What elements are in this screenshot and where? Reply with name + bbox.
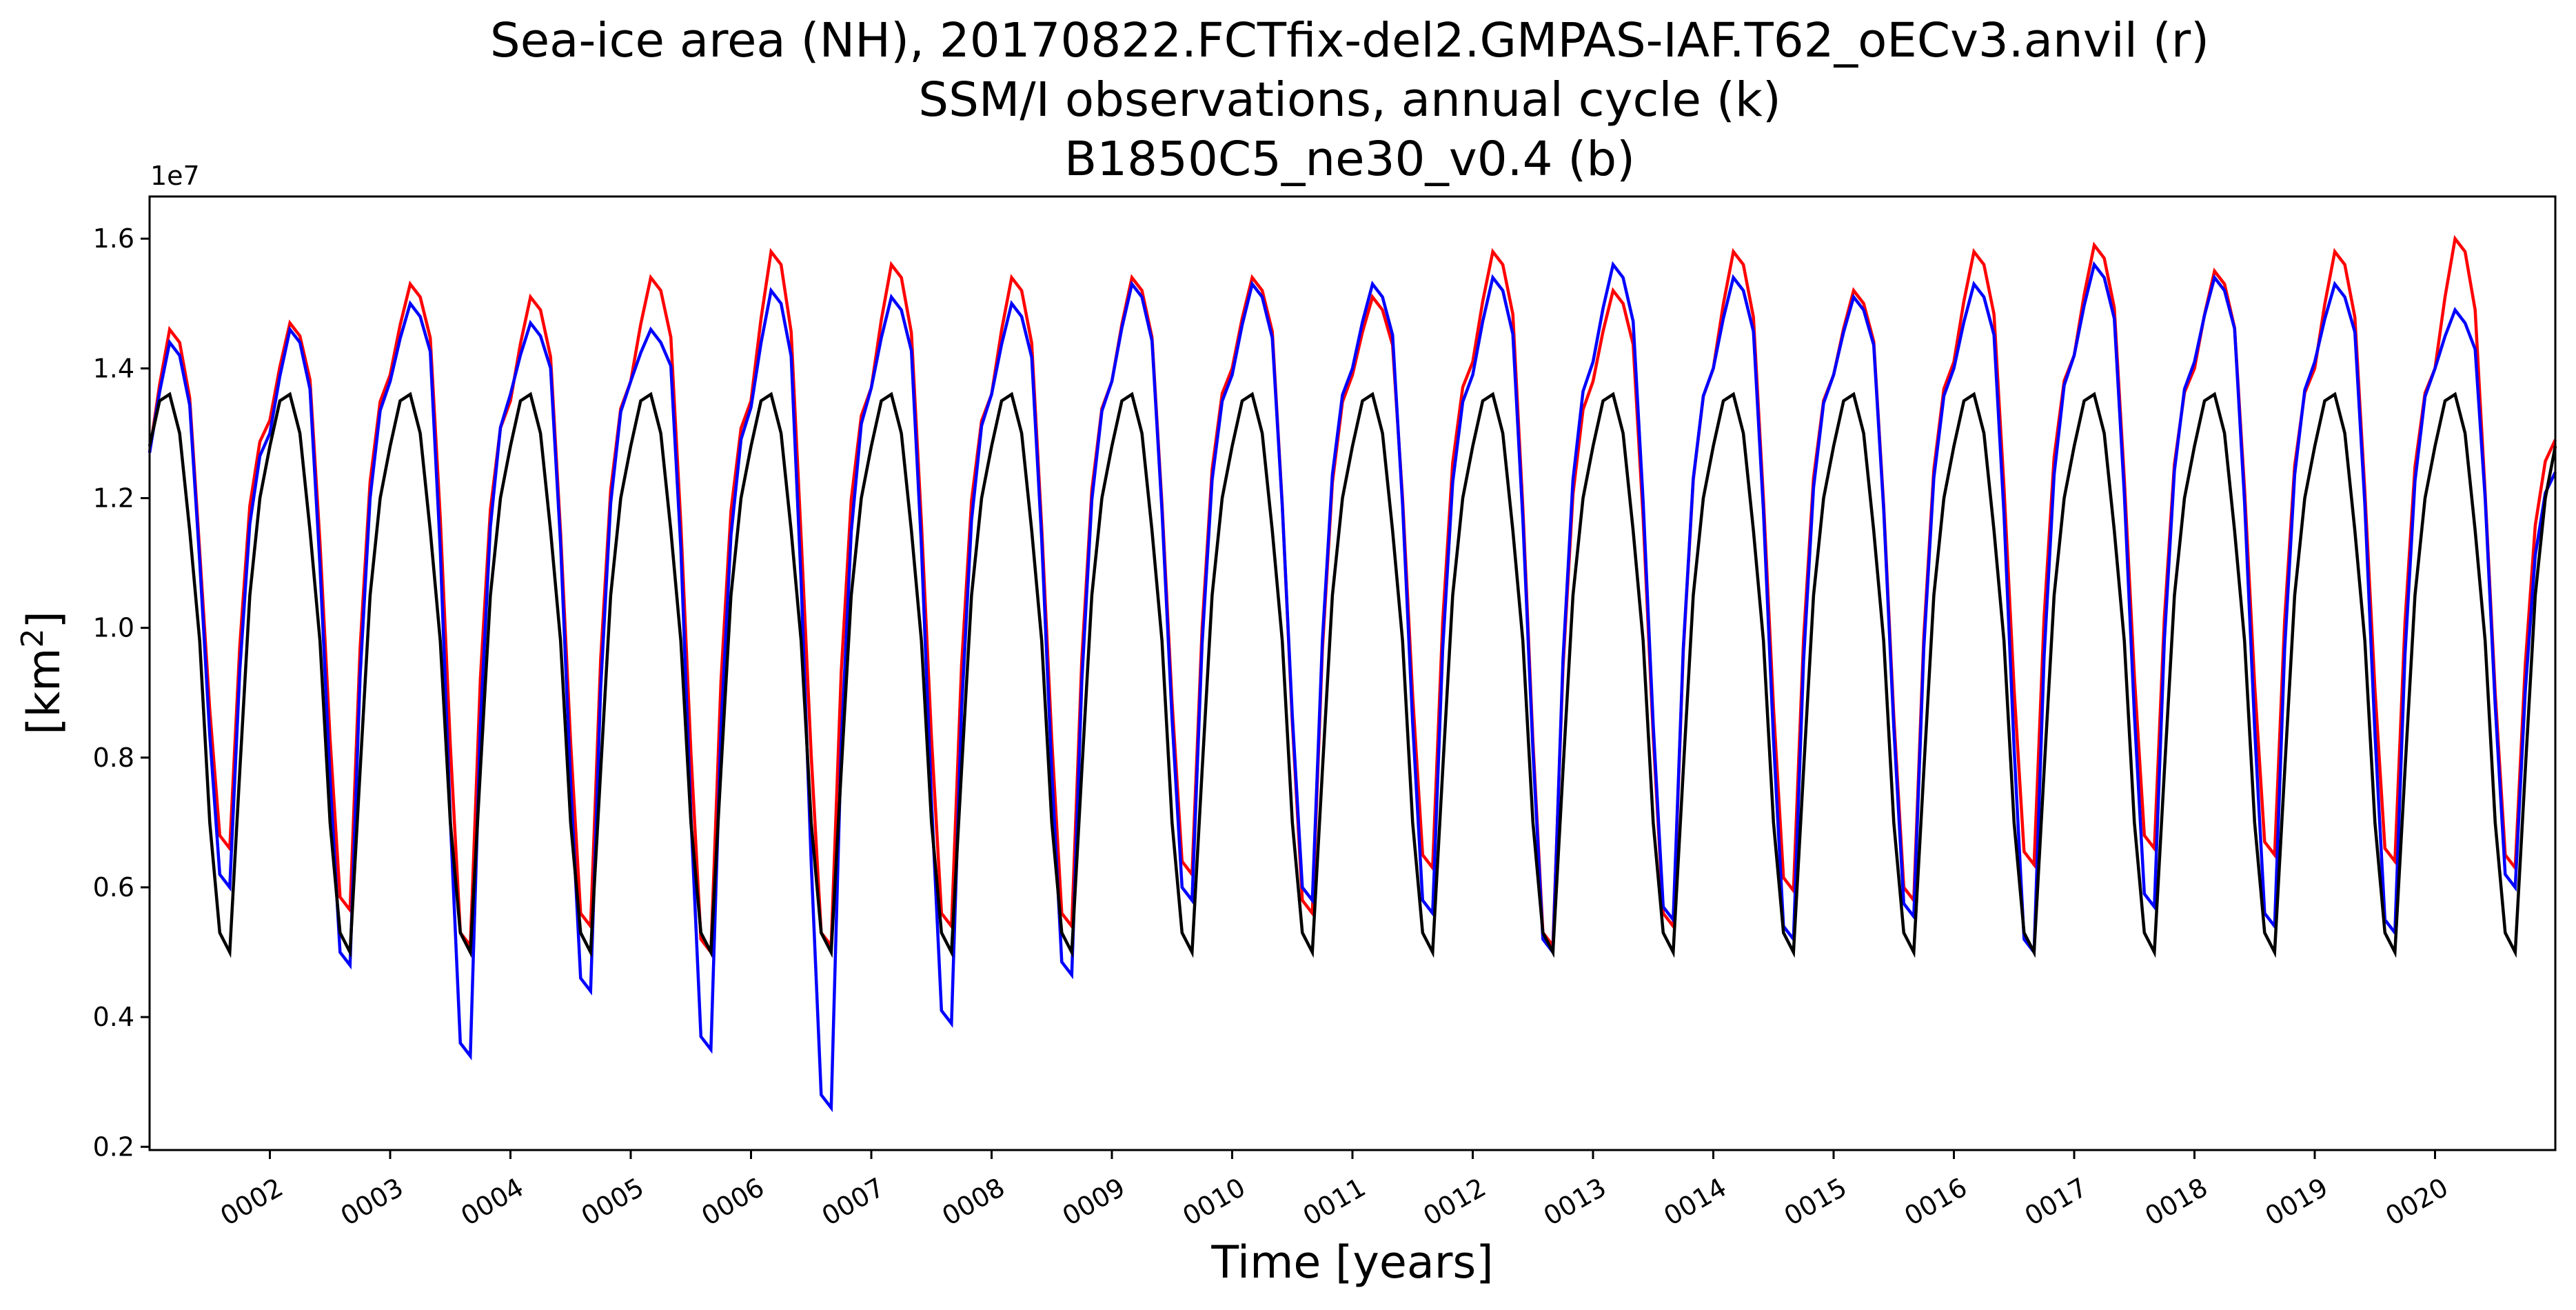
chart-title-line-2: SSM/I observations, annual cycle (k): [918, 72, 1781, 128]
y-axis-label-end: ]: [19, 611, 70, 628]
x-tick-label: 0005: [576, 1172, 649, 1231]
x-axis-label: Time [years]: [1210, 1237, 1493, 1289]
series-layer: [148, 234, 2557, 1113]
y-axis-label-base: [km: [19, 648, 70, 735]
y-tick-label: 0.8: [93, 743, 134, 773]
y-axis-label: [km2]: [15, 611, 70, 735]
x-tick-label: 0015: [1779, 1172, 1852, 1231]
x-axis-ticks: 0002 0003 0004 0005 0006 0007 0008 0009 0010 0011…: [215, 1150, 2453, 1231]
x-tick-label: 0010: [1177, 1172, 1250, 1231]
x-tick-label: 0004: [456, 1172, 529, 1231]
y-tick-label: 1.6: [93, 223, 134, 254]
x-tick-label: 0008: [937, 1172, 1010, 1231]
y-tick-label: 0.4: [93, 1002, 134, 1032]
chart-title-line-1: Sea-ice area (NH), 20170822.FCTfix-del2.…: [490, 13, 2209, 68]
x-tick-label: 0017: [2020, 1172, 2093, 1231]
x-tick-label: 0003: [336, 1172, 409, 1231]
y-tick-label: 0.2: [93, 1131, 134, 1162]
plot-frame: [148, 195, 2557, 1151]
x-tick-label: 0009: [1057, 1172, 1130, 1231]
x-tick-label: 0016: [1899, 1172, 1972, 1231]
series-line-obs: [148, 392, 2557, 958]
y-tick-label: 1.0: [93, 613, 134, 643]
x-tick-label: 0006: [696, 1172, 769, 1231]
x-tick-label: 0012: [1418, 1172, 1491, 1231]
series-line-mpas: [148, 234, 2557, 957]
x-tick-label: 0007: [817, 1172, 890, 1231]
series-line-e3sm: [148, 261, 2557, 1113]
y-tick-label: 1.2: [93, 483, 134, 513]
x-tick-label: 0002: [215, 1172, 288, 1231]
y-axis-offset-label: 1e7: [150, 161, 200, 191]
plot-area: [148, 195, 2557, 1151]
x-tick-label: 0013: [1539, 1172, 1612, 1231]
x-tick-label: 0019: [2260, 1172, 2333, 1231]
y-axis-label-superscript: 2: [15, 629, 50, 648]
y-tick-label: 1.4: [93, 353, 134, 383]
y-tick-label: 0.6: [93, 872, 134, 903]
x-tick-label: 0018: [2140, 1172, 2213, 1231]
y-axis-ticks: 0.2 0.4 0.6 0.8 1.0 1.2 1.4 1.6: [93, 223, 150, 1162]
x-tick-label: 0020: [2380, 1172, 2453, 1231]
x-tick-label: 0011: [1298, 1172, 1371, 1231]
x-tick-label: 0014: [1659, 1172, 1732, 1231]
chart-title-line-3: B1850C5_ne30_v0.4 (b): [1064, 132, 1635, 187]
